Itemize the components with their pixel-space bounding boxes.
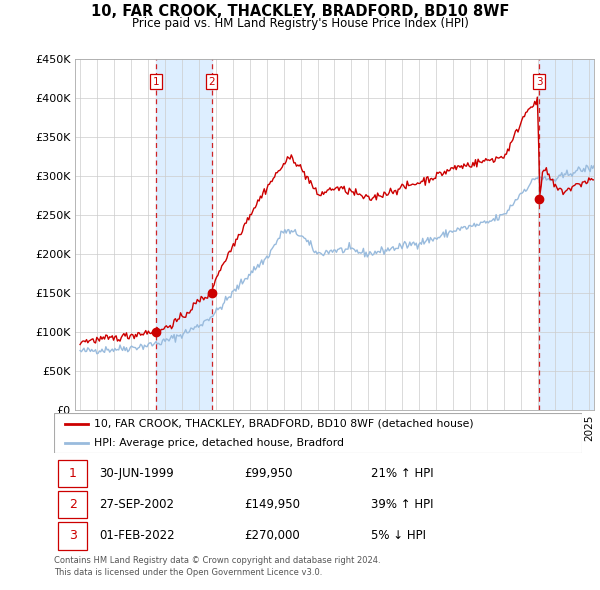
Text: HPI: Average price, detached house, Bradford: HPI: Average price, detached house, Brad… [94, 438, 344, 448]
Text: This data is licensed under the Open Government Licence v3.0.: This data is licensed under the Open Gov… [54, 568, 322, 576]
Text: 30-JUN-1999: 30-JUN-1999 [99, 467, 173, 480]
Text: 21% ↑ HPI: 21% ↑ HPI [371, 467, 433, 480]
Text: 10, FAR CROOK, THACKLEY, BRADFORD, BD10 8WF (detached house): 10, FAR CROOK, THACKLEY, BRADFORD, BD10 … [94, 419, 473, 429]
Text: £149,950: £149,950 [244, 498, 300, 512]
Text: Contains HM Land Registry data © Crown copyright and database right 2024.: Contains HM Land Registry data © Crown c… [54, 556, 380, 565]
Text: 3: 3 [536, 77, 542, 87]
Bar [58, 522, 87, 549]
Text: 1: 1 [153, 77, 160, 87]
Text: 01-FEB-2022: 01-FEB-2022 [99, 529, 175, 542]
Text: 3: 3 [69, 529, 77, 542]
Text: 27-SEP-2002: 27-SEP-2002 [99, 498, 174, 512]
Text: 10, FAR CROOK, THACKLEY, BRADFORD, BD10 8WF: 10, FAR CROOK, THACKLEY, BRADFORD, BD10 … [91, 4, 509, 19]
Text: £270,000: £270,000 [244, 529, 300, 542]
Bar [58, 460, 87, 487]
Text: 1: 1 [69, 467, 77, 480]
Text: 2: 2 [208, 77, 215, 87]
Text: 2: 2 [69, 498, 77, 512]
Bar [539, 59, 594, 410]
Text: 5% ↓ HPI: 5% ↓ HPI [371, 529, 426, 542]
Text: Price paid vs. HM Land Registry's House Price Index (HPI): Price paid vs. HM Land Registry's House … [131, 17, 469, 30]
Bar [157, 59, 212, 410]
Text: £99,950: £99,950 [244, 467, 293, 480]
Text: 39% ↑ HPI: 39% ↑ HPI [371, 498, 433, 512]
Bar [58, 491, 87, 519]
